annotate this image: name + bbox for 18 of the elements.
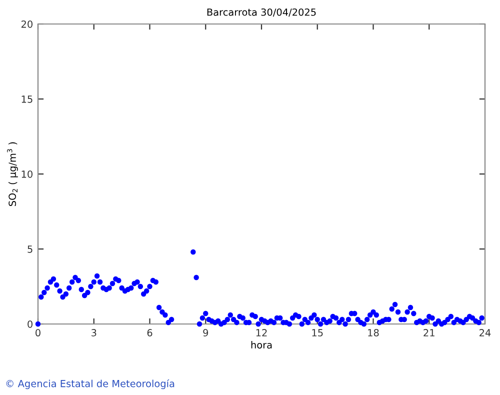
- x-tick-label: 6: [147, 329, 152, 336]
- x-tick-label: 12: [256, 329, 267, 336]
- x-tick-label: 9: [203, 329, 208, 336]
- text: © Agencia Estatal de Meteorología: [6, 379, 174, 390]
- y-tick-label: 20: [21, 20, 32, 28]
- y-axis-title: SO$_{2}$ ( µg/m$^{3}$ ): [7, 142, 18, 206]
- chart-title: Barcarrota 30/04/2025: [207, 8, 316, 17]
- x-tick-label: 18: [368, 329, 379, 336]
- x-tick-label: 3: [92, 329, 96, 336]
- y-tick-label: 5: [28, 246, 32, 253]
- y-tick-label: 0: [28, 320, 32, 328]
- x-tick-label: 15: [312, 329, 323, 336]
- x-axis-title: hora: [251, 341, 272, 349]
- y-tick-label: 10: [22, 170, 32, 178]
- x-tick-label: 24: [480, 329, 491, 336]
- y-tick-label: 15: [22, 96, 32, 103]
- x-tick-label: 0: [36, 329, 40, 336]
- x-tick-label: 21: [424, 329, 434, 336]
